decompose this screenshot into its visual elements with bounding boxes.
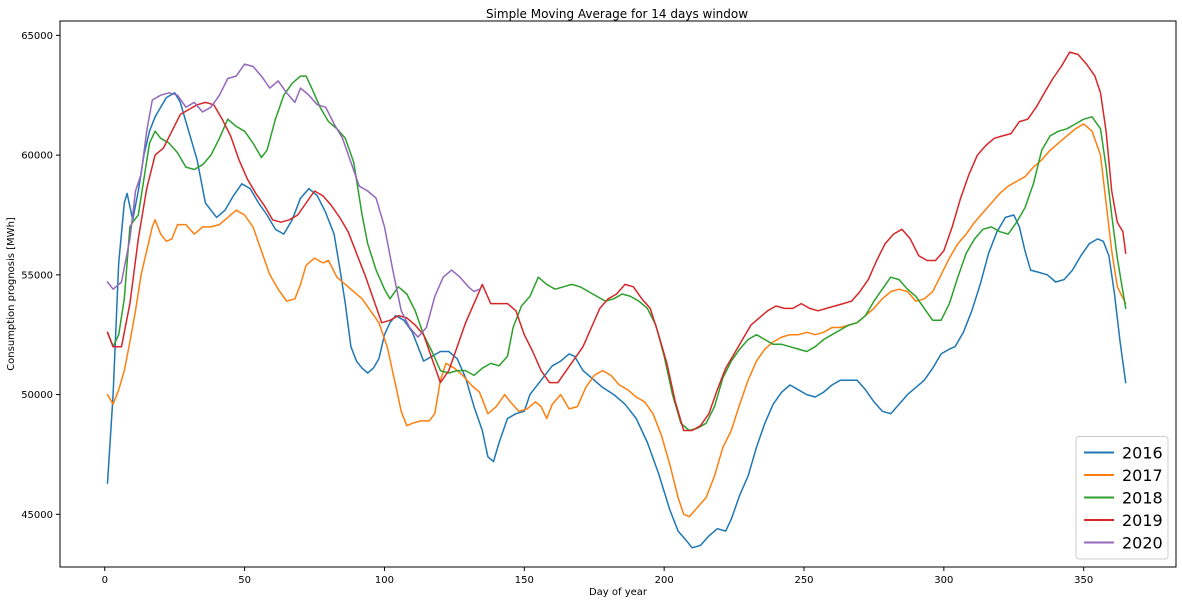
series-line-2016 [106, 92, 1127, 549]
series-line-2020 [106, 63, 481, 338]
series-layer [106, 51, 1127, 549]
legend-label-2016: 2016 [1122, 444, 1163, 463]
y-tick-label: 55000 [21, 270, 53, 281]
x-tick-label: 0 [102, 575, 108, 586]
x-tick-label: 300 [934, 575, 953, 586]
chart-title: Simple Moving Average for 14 days window [486, 7, 748, 21]
x-tick-label: 100 [375, 575, 394, 586]
legend-label-2018: 2018 [1122, 489, 1163, 508]
series-line-2018 [106, 75, 1127, 432]
plot-area-frame [59, 20, 1177, 568]
y-axis: 45000 50000 55000 60000 65000 [21, 31, 60, 521]
x-tick-label: 250 [794, 575, 813, 586]
series-line-2019 [106, 51, 1127, 432]
y-tick-label: 45000 [21, 510, 53, 521]
x-tick-label: 350 [1074, 575, 1093, 586]
y-tick-label: 65000 [21, 31, 53, 42]
x-tick-label: 150 [515, 575, 534, 586]
legend-label-2020: 2020 [1122, 534, 1163, 553]
x-axis-title: Day of year [589, 587, 648, 598]
legend-box [1075, 436, 1169, 560]
y-tick-label: 50000 [21, 390, 53, 401]
legend: 2016 2017 2018 2019 2020 [1075, 436, 1169, 560]
y-axis-title: Consumption prognosis [MWh] [6, 217, 17, 371]
x-tick-label: 200 [655, 575, 674, 586]
series-line-2017 [106, 123, 1127, 518]
x-tick-label: 50 [238, 575, 251, 586]
y-tick-label: 60000 [21, 151, 53, 162]
legend-label-2017: 2017 [1122, 466, 1163, 485]
x-axis: 0 50 100 150 200 250 300 350 [102, 567, 1093, 586]
legend-label-2019: 2019 [1122, 511, 1163, 530]
